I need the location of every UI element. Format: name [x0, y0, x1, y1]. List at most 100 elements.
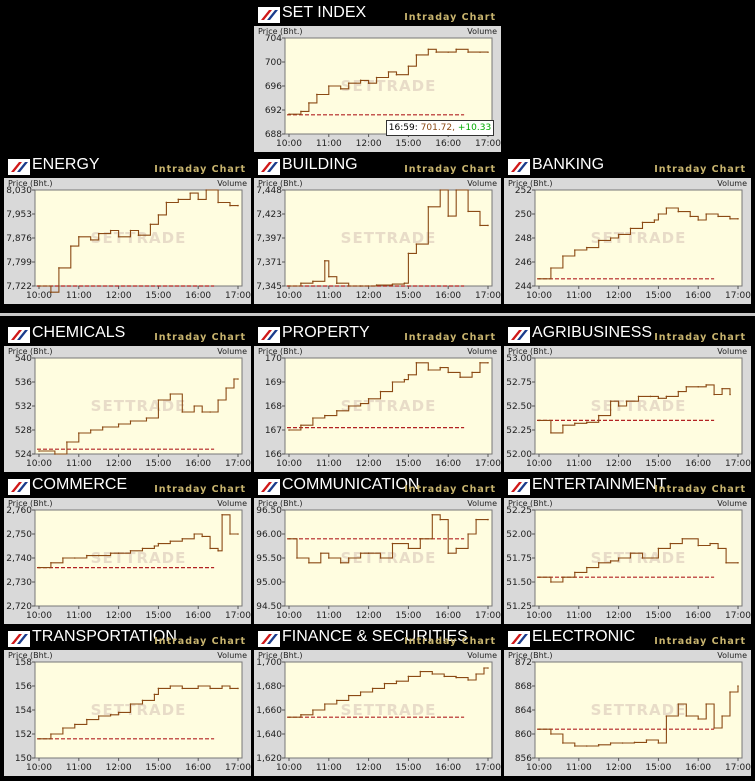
price-line — [289, 48, 488, 115]
price-point — [193, 533, 196, 535]
x-tick-label: 15:00 — [145, 611, 171, 621]
chart-title: ENERGY — [32, 156, 100, 173]
x-tick-label: 16:00 — [435, 291, 461, 301]
chemicals-chart-panel: CHEMICALS Intraday Chart Price (Bht.) Volum… — [3, 322, 252, 472]
price-point — [677, 703, 680, 705]
price-point — [217, 201, 219, 204]
y-tick-label: 2,740 — [6, 554, 32, 564]
y-tick-label: 52.00 — [506, 530, 532, 540]
chart-header: PROPERTY Intraday Chart — [253, 322, 502, 348]
price-point — [697, 219, 699, 221]
y-tick-label: 94.50 — [256, 602, 282, 612]
price-point — [419, 670, 422, 673]
x-tick-label: 17:00 — [475, 763, 501, 773]
plot-area — [34, 661, 243, 759]
price-point — [419, 538, 422, 540]
x-tick-label: 10:00 — [276, 459, 302, 469]
price-point — [737, 562, 739, 564]
row-separator — [0, 313, 755, 316]
price-point — [217, 550, 219, 552]
y-tick-label: 169 — [265, 378, 282, 388]
price-axis-label: Price (Bht.) — [8, 499, 53, 508]
settrade-logo-icon — [508, 327, 530, 343]
price-point — [455, 547, 457, 550]
y-tick-label: 244 — [515, 282, 532, 292]
y-tick-label: 7,371 — [256, 258, 282, 268]
settrade-logo-icon — [8, 327, 30, 343]
price-point — [78, 432, 80, 434]
x-tick-label: 17:00 — [225, 611, 251, 621]
price-point — [562, 742, 564, 744]
y-tick-label: 52.25 — [506, 426, 532, 436]
price-point — [288, 716, 290, 718]
y-tick-label: 246 — [515, 258, 532, 268]
price-point — [181, 687, 184, 690]
plot-area — [284, 189, 493, 287]
price-point — [697, 386, 699, 388]
y-tick-label: 2,760 — [6, 506, 32, 516]
price-point — [288, 429, 290, 431]
y-tick-label: 696 — [265, 82, 282, 92]
y-tick-label: 52.75 — [506, 378, 532, 388]
price-point — [85, 718, 88, 721]
price-point — [97, 232, 100, 235]
price-point — [721, 715, 723, 717]
price-point — [415, 362, 418, 364]
price-point — [339, 88, 342, 90]
x-tick-label: 10:00 — [26, 763, 52, 773]
price-point — [403, 378, 406, 381]
x-tick-label: 10:00 — [526, 291, 552, 301]
price-point — [109, 229, 112, 232]
x-tick-label: 12:00 — [356, 459, 382, 469]
y-tick-label: 536 — [15, 378, 32, 388]
chart-body: Price (Bht.) Volume SETTRADE 704 700 696 692 68… — [254, 26, 501, 152]
x-tick-label: 15:00 — [145, 291, 171, 301]
x-tick-label: 10:00 — [526, 611, 552, 621]
price-point — [407, 374, 410, 376]
x-tick-label: 16:00 — [685, 459, 711, 469]
price-point — [153, 693, 156, 696]
price-line — [539, 207, 738, 280]
price-point — [141, 547, 144, 550]
y-tick-label: 252 — [515, 186, 532, 196]
settrade-logo-icon — [258, 479, 280, 495]
chart-title: TRANSPORTATION — [32, 628, 177, 645]
price-point — [467, 51, 469, 53]
x-tick-label: 12:00 — [106, 611, 132, 621]
price-point — [562, 255, 564, 257]
price-point — [157, 214, 160, 216]
price-point — [209, 687, 211, 690]
property-chart-panel: PROPERTY Intraday Chart Price (Bht.) Volume… — [253, 322, 502, 472]
x-tick-label: 17:00 — [725, 459, 751, 469]
price-point — [217, 399, 219, 401]
price-point — [97, 554, 100, 557]
price-point — [359, 552, 362, 554]
price-point — [665, 395, 668, 398]
price-point — [657, 213, 660, 215]
y-tick-label: 167 — [265, 426, 282, 436]
price-point — [645, 739, 648, 741]
x-tick-label: 12:00 — [356, 139, 382, 149]
price-point — [737, 218, 739, 220]
price-point — [737, 685, 739, 687]
x-tick-label: 17:00 — [225, 763, 251, 773]
price-point — [467, 210, 469, 213]
y-tick-label: 532 — [15, 402, 32, 412]
x-tick-label: 12:00 — [356, 763, 382, 773]
chart-title: ENTERTAINMENT — [532, 476, 667, 493]
y-tick-label: 168 — [265, 402, 282, 412]
price-point — [609, 237, 612, 239]
y-tick-label: 2,720 — [6, 602, 32, 612]
volume-axis-label: Volume — [717, 347, 747, 356]
price-point — [439, 518, 442, 521]
price-point — [689, 215, 692, 218]
x-tick-label: 10:00 — [26, 611, 52, 621]
price-point — [427, 48, 430, 51]
y-tick-label: 250 — [515, 210, 532, 220]
price-point — [483, 667, 485, 669]
transportation-chart-panel: TRANSPORTATION Intraday Chart Price (Bht.)… — [3, 626, 252, 776]
y-tick-label: 152 — [15, 730, 32, 740]
x-tick-label: 10:00 — [526, 763, 552, 773]
